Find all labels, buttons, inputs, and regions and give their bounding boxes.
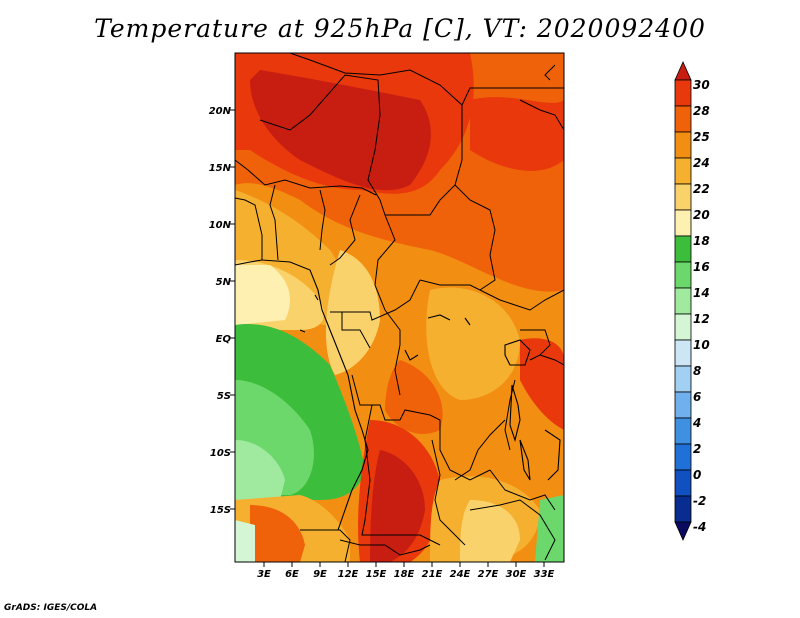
colorbar-segment [674, 261, 692, 289]
lat-tick-label: 5N [216, 277, 232, 288]
colorbar-segment [674, 287, 692, 315]
map-title: Temperature at 925hPa [C], VT: 202009240… [94, 14, 706, 43]
lon-tick-label: 6E [285, 569, 299, 580]
colorbar-label: 30 [693, 78, 710, 92]
colorbar-label: 2 [693, 442, 701, 456]
colorbar-segment [674, 469, 692, 497]
colorbar-label: 8 [693, 364, 701, 378]
lat-tick-label: 20N [209, 106, 232, 117]
lat-tick-label: 15N [209, 163, 232, 174]
credit-text: GrADS: IGES/COLA [4, 603, 98, 613]
lon-tick-label: 33E [534, 569, 555, 580]
colorbar-segment [674, 365, 692, 393]
map-frame [234, 52, 565, 563]
lat-tick-label: 15S [210, 505, 231, 516]
colorbar-label: 4 [692, 416, 701, 430]
lon-tick-label: 12E [338, 569, 359, 580]
colorbar-segment [674, 209, 692, 237]
lon-tick-label: 27E [478, 569, 499, 580]
colorbar-label: -4 [693, 520, 706, 534]
lat-tick-label: EQ [216, 334, 232, 345]
colorbar-label: 20 [693, 208, 710, 222]
colorbar-segment [674, 417, 692, 445]
lon-tick-label: 15E [366, 569, 387, 580]
longitude-axis: 3E 6E 9E 12E 15E 18E 21E 24E 27E 30E 33E [257, 562, 555, 580]
colorbar-top-arrow [674, 61, 692, 81]
colorbar-label: 28 [693, 104, 710, 118]
lon-tick-label: 21E [422, 569, 443, 580]
colorbar-label: 18 [693, 234, 710, 248]
colorbar: 30 28 25 24 22 20 18 16 14 12 10 8 6 4 2… [674, 61, 710, 541]
colorbar-label: 10 [693, 338, 710, 352]
colorbar-segment [674, 79, 692, 107]
colorbar-label: 0 [693, 468, 701, 482]
colorbar-segment [674, 443, 692, 471]
lat-tick-label: 10S [210, 448, 231, 459]
colorbar-label: 14 [693, 286, 710, 300]
lon-tick-label: 3E [257, 569, 271, 580]
colorbar-segment [674, 391, 692, 419]
coastline [235, 259, 561, 531]
colorbar-label: -2 [693, 494, 706, 508]
colorbar-label: 12 [693, 312, 710, 326]
colorbar-label: 24 [693, 156, 710, 170]
colorbar-label: 6 [693, 390, 701, 404]
latitude-axis: 20N 15N 10N 5N EQ 5S 10S 15S [209, 106, 235, 516]
colorbar-label: 16 [693, 260, 710, 274]
lon-tick-label: 9E [313, 569, 327, 580]
colorbar-segment [674, 131, 692, 159]
lat-tick-label: 10N [209, 220, 232, 231]
colorbar-segment [674, 157, 692, 185]
lon-tick-label: 18E [394, 569, 415, 580]
colorbar-label: 22 [693, 182, 710, 196]
lat-tick-label: 5S [217, 391, 231, 402]
lon-tick-label: 30E [506, 569, 527, 580]
colorbar-segment [674, 339, 692, 367]
colorbar-segment [674, 183, 692, 211]
colorbar-segment [674, 313, 692, 341]
lon-tick-label: 24E [450, 569, 471, 580]
country-borders [235, 53, 564, 562]
colorbar-bottom-arrow [674, 521, 692, 541]
colorbar-segment [674, 105, 692, 133]
colorbar-label: 25 [693, 130, 710, 144]
colorbar-segment [674, 495, 692, 523]
colorbar-segment [674, 235, 692, 263]
